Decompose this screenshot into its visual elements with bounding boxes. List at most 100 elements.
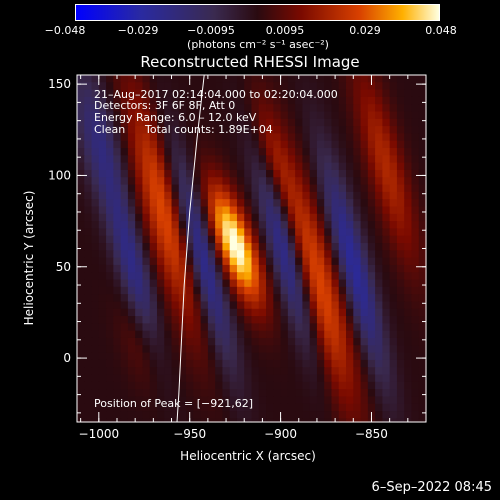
image-pixel [266, 345, 274, 354]
image-pixel [309, 228, 318, 237]
image-pixel [229, 148, 238, 156]
image-pixel [287, 403, 296, 412]
image-pixel [186, 352, 194, 361]
image-pixel [236, 162, 245, 171]
image-pixel [295, 169, 303, 178]
image-pixel [84, 82, 93, 91]
image-pixel [91, 118, 100, 127]
image-pixel [360, 330, 369, 339]
image-pixel [98, 235, 107, 244]
image-pixel [244, 177, 253, 186]
image-pixel [244, 82, 253, 91]
image-pixel [120, 316, 129, 324]
image-pixel [309, 286, 318, 295]
image-pixel [164, 148, 173, 156]
image-pixel [164, 323, 173, 332]
image-pixel [360, 199, 369, 208]
image-pixel [236, 396, 245, 405]
image-pixel [84, 403, 93, 412]
image-pixel [244, 272, 253, 281]
image-pixel [149, 316, 158, 324]
image-pixel [193, 184, 202, 193]
image-pixel [244, 148, 253, 156]
image-pixel [273, 264, 282, 273]
image-pixel [396, 169, 405, 178]
image-pixel [120, 352, 129, 361]
image-pixel [382, 243, 391, 251]
image-pixel [396, 221, 405, 230]
image-pixel [418, 337, 427, 346]
image-pixel [316, 374, 325, 383]
image-pixel [280, 396, 289, 405]
image-pixel [215, 374, 224, 383]
image-pixel [251, 257, 260, 266]
image-pixel [353, 337, 362, 346]
image-pixel [229, 264, 238, 273]
image-pixel [309, 184, 318, 193]
image-pixel [418, 75, 427, 83]
image-pixel [375, 118, 383, 127]
image-pixel [295, 374, 303, 383]
image-pixel [367, 367, 376, 376]
image-pixel [309, 162, 318, 171]
image-pixel [113, 337, 122, 346]
image-pixel [367, 279, 376, 288]
image-pixel [338, 148, 347, 156]
image-pixel [302, 264, 311, 273]
image-pixel [156, 199, 165, 208]
image-pixel [229, 367, 238, 376]
image-pixel [229, 323, 238, 332]
image-pixel [280, 316, 289, 324]
image-pixel [178, 104, 187, 113]
image-pixel [229, 316, 238, 324]
image-pixel [222, 133, 231, 142]
image-pixel [367, 389, 376, 398]
image-pixel [396, 228, 405, 237]
image-pixel [280, 169, 289, 178]
image-pixel [280, 96, 289, 105]
image-pixel [164, 257, 173, 266]
image-pixel [251, 294, 260, 303]
image-pixel [156, 228, 165, 237]
image-pixel [98, 228, 107, 237]
image-pixel [418, 250, 427, 259]
image-pixel [229, 381, 238, 390]
image-pixel [302, 104, 311, 113]
image-pixel [142, 389, 151, 398]
image-pixel [375, 89, 383, 98]
image-pixel [113, 169, 122, 178]
image-pixel [418, 96, 427, 105]
image-pixel [113, 257, 122, 266]
image-pixel [229, 177, 238, 186]
image-pixel [171, 155, 180, 164]
image-pixel [229, 191, 238, 200]
image-pixel [171, 221, 180, 230]
image-pixel [215, 381, 224, 390]
image-pixel [418, 396, 427, 405]
image-pixel [149, 89, 158, 98]
image-pixel [236, 367, 245, 376]
image-pixel [411, 330, 420, 339]
image-pixel [178, 272, 187, 281]
image-pixel [207, 148, 216, 156]
image-pixel [287, 96, 296, 105]
image-pixel [280, 352, 289, 361]
image-pixel [77, 294, 85, 303]
image-pixel [149, 118, 158, 127]
image-pixel [382, 345, 391, 354]
image-pixel [295, 111, 303, 120]
image-pixel [171, 381, 180, 390]
image-pixel [91, 272, 100, 281]
image-pixel [236, 89, 245, 98]
image-pixel [127, 228, 136, 237]
image-pixel [375, 221, 383, 230]
image-pixel [91, 323, 100, 332]
image-pixel [142, 337, 151, 346]
image-pixel [353, 162, 362, 171]
image-pixel [295, 206, 303, 215]
image-pixel [186, 184, 194, 193]
image-pixel [280, 184, 289, 193]
image-pixel [389, 374, 398, 383]
image-pixel [411, 264, 420, 273]
image-pixel [251, 228, 260, 237]
